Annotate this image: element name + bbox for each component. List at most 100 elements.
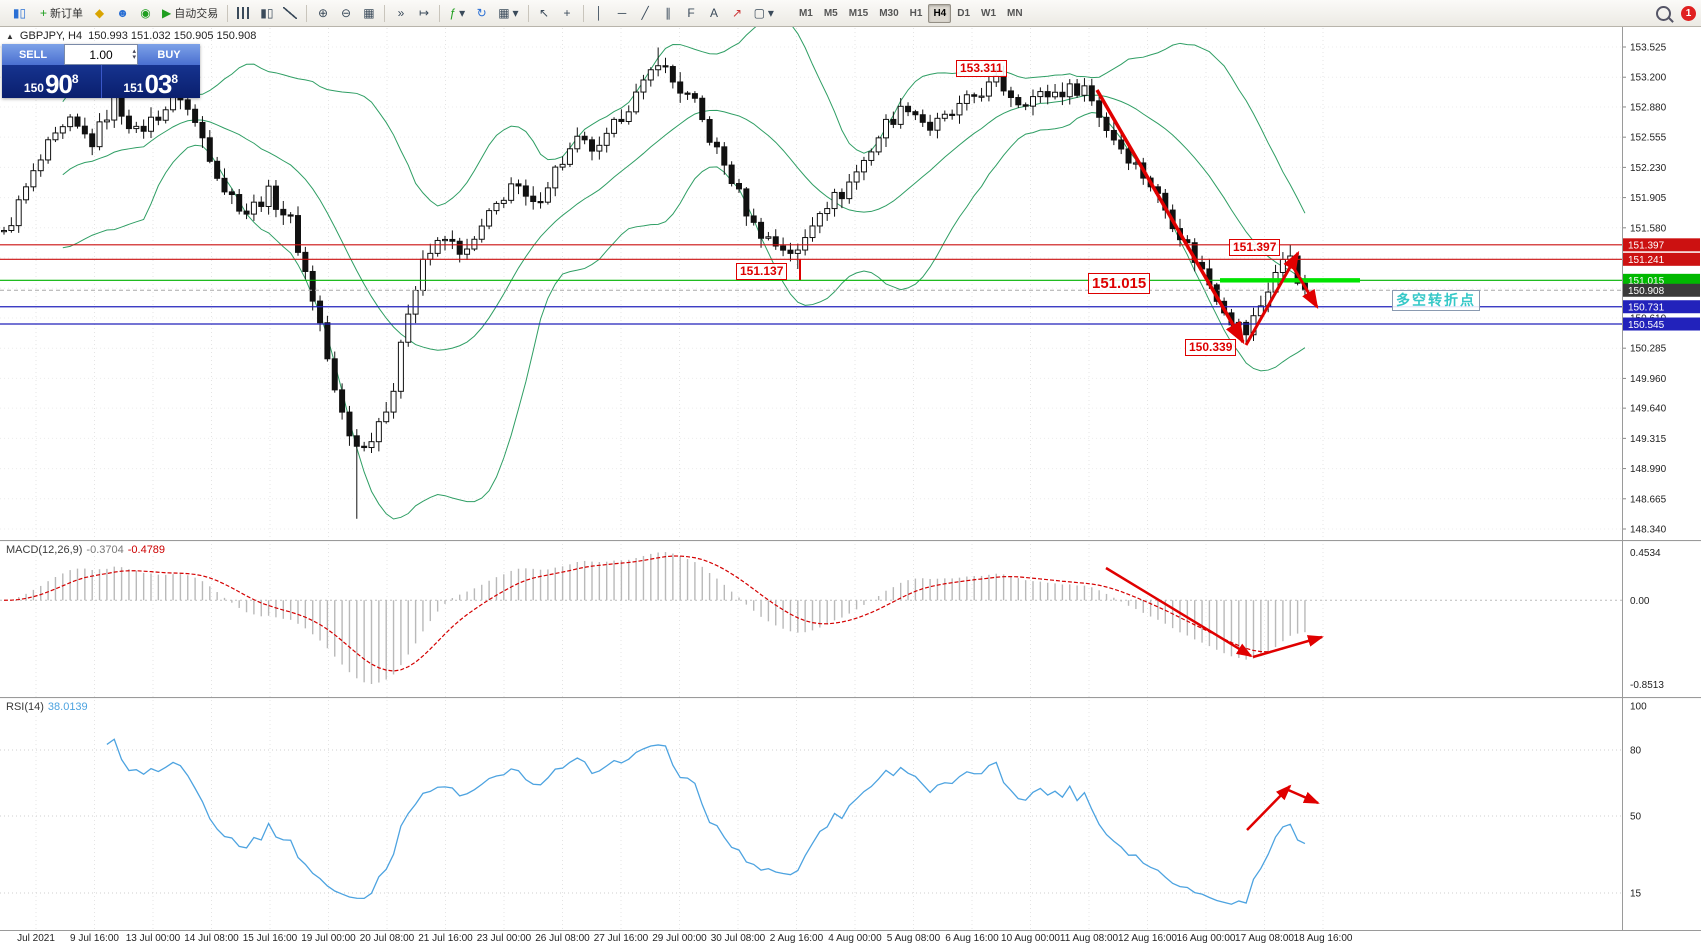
candle-body — [464, 248, 471, 255]
price-label-text: 150.731 — [1628, 303, 1665, 314]
crosshair-tool-button[interactable]: + — [557, 3, 578, 24]
fibonacci-tool-button[interactable]: F — [681, 3, 702, 24]
timeframe-h4[interactable]: H4 — [928, 3, 952, 23]
candle-body — [846, 181, 853, 200]
community-button[interactable]: ☻ — [112, 3, 133, 24]
candle-body — [838, 191, 845, 200]
time-label: 13 Jul 00:00 — [126, 933, 181, 944]
metaeditor-button[interactable]: ◆ — [89, 3, 110, 24]
timeframe-w1[interactable]: W1 — [976, 4, 1001, 23]
market-button[interactable]: ◉ — [135, 3, 156, 24]
cursor-tool-button[interactable]: ↖ — [534, 3, 555, 24]
horizontal-line-tool-button[interactable]: ─ — [612, 3, 633, 24]
ask-price[interactable]: 151 03 8 — [102, 71, 201, 98]
timeframe-m1[interactable]: M1 — [794, 4, 818, 23]
trend-arrow[interactable] — [1246, 784, 1292, 831]
volume-field[interactable]: 1.00 ▴ ▾ — [64, 44, 138, 65]
price-annotation-150339[interactable]: 150.339 — [1185, 339, 1237, 356]
refresh-button[interactable]: ↻ — [471, 3, 492, 24]
macd-axis-label: -0.8513 — [1630, 680, 1664, 691]
candle-body — [500, 199, 507, 204]
timeframe-d1[interactable]: D1 — [952, 4, 975, 23]
candle-body — [199, 121, 206, 139]
candle-body — [912, 111, 919, 116]
add-indicator-button[interactable]: ƒ ▾ — [445, 3, 469, 24]
bid-price[interactable]: 150 90 8 — [2, 71, 101, 98]
candle-body — [890, 118, 897, 125]
timeframe-m30[interactable]: M30 — [874, 4, 903, 23]
arrows-tool-button[interactable]: ↗ — [727, 3, 748, 24]
price-annotation-151015[interactable]: 151.015 — [1088, 273, 1151, 294]
volume-up-icon[interactable]: ▴ — [132, 47, 136, 55]
timeframe-h1[interactable]: H1 — [905, 4, 928, 23]
price-annotation-153311[interactable]: 153.311 — [956, 60, 1007, 77]
time-label: 30 Jul 08:00 — [711, 933, 766, 944]
time-label: 4 Aug 00:00 — [828, 933, 882, 944]
candle-body — [1022, 104, 1029, 107]
timeframe-m15[interactable]: M15 — [844, 4, 873, 23]
candle-body — [23, 186, 30, 201]
trend-arrow[interactable] — [1285, 787, 1320, 805]
candle-body — [162, 109, 169, 121]
candle-body — [905, 105, 912, 113]
candle-body — [508, 183, 515, 201]
turning-point-annotation[interactable]: 多空转折点 — [1392, 290, 1480, 311]
price-label-box — [1623, 317, 1700, 331]
price-tick-label: 148.990 — [1630, 464, 1667, 475]
symbol-name: GBPJPY, H4 — [19, 30, 83, 42]
channel-icon: ∥ — [665, 6, 672, 20]
text-tool-button[interactable]: A — [704, 3, 725, 24]
timeframe-m5[interactable]: M5 — [819, 4, 843, 23]
candle-body — [45, 139, 52, 161]
buy-button[interactable]: BUY — [138, 44, 200, 65]
candle-body — [258, 201, 265, 207]
tile-windows-button[interactable]: ▦ — [358, 3, 379, 24]
auto-scroll-button[interactable]: » — [390, 3, 411, 24]
trend-arrow[interactable] — [1244, 250, 1300, 346]
shapes-tool-button[interactable]: ▢ ▾ — [750, 3, 778, 24]
notification-badge[interactable]: 1 — [1681, 5, 1696, 21]
candle-body — [552, 166, 559, 189]
price-label-text: 150.545 — [1628, 320, 1665, 331]
zoom-in-button[interactable]: ⊕ — [312, 3, 333, 24]
candle-body — [346, 411, 353, 437]
trend-arrow[interactable] — [1105, 566, 1253, 658]
new-order-button[interactable]: + 新订单 — [36, 3, 87, 24]
candle-body — [471, 238, 478, 250]
candle-body — [1074, 83, 1081, 96]
refresh-icon: ↻ — [476, 6, 487, 20]
rsi-axis-label: 80 — [1630, 746, 1642, 757]
template-button[interactable]: ▦ ▾ — [494, 3, 522, 24]
trend-arrow[interactable] — [1252, 635, 1324, 659]
candle-body — [927, 121, 934, 131]
volume-down-icon[interactable]: ▾ — [132, 53, 136, 61]
candle-body — [331, 358, 338, 391]
channel-tool-button[interactable]: ∥ — [658, 3, 679, 24]
chart-canvas[interactable]: Jul 2021 9 Jul 16:00 13 Jul 00:00 14 Jul 08… — [0, 26, 1701, 946]
trend-arrow[interactable] — [1287, 259, 1319, 310]
sell-button[interactable]: SELL — [2, 44, 64, 65]
bar-chart-button[interactable] — [233, 3, 254, 24]
price-tick-label: 151.580 — [1630, 223, 1667, 234]
autotrading-button[interactable]: ▶ 自动交易 — [158, 3, 222, 24]
timeframe-mn[interactable]: MN — [1002, 4, 1028, 23]
candle-body — [625, 111, 632, 122]
trendline-tool-button[interactable]: ╱ — [635, 3, 656, 24]
search-button[interactable] — [1652, 3, 1675, 24]
zoom-out-icon: ⊖ — [340, 6, 351, 20]
candle-body — [544, 187, 551, 203]
trend-arrow[interactable] — [1095, 89, 1245, 345]
candle-body — [140, 125, 147, 132]
price-annotation-151137[interactable]: 151.137 — [736, 263, 788, 280]
candle-body — [1096, 100, 1103, 118]
candle-chart-button[interactable]: ▮▯ — [256, 3, 277, 24]
vertical-line-tool-button[interactable]: │ — [589, 3, 610, 24]
toolbar-separator — [527, 4, 529, 22]
zoom-out-button[interactable]: ⊖ — [335, 3, 356, 24]
price-annotation-151397[interactable]: 151.397 — [1229, 239, 1281, 256]
candle-body — [758, 221, 765, 239]
chart-shift-button[interactable]: ↦ — [413, 3, 434, 24]
candle-body — [1030, 96, 1036, 107]
line-chart-button[interactable] — [279, 3, 301, 24]
